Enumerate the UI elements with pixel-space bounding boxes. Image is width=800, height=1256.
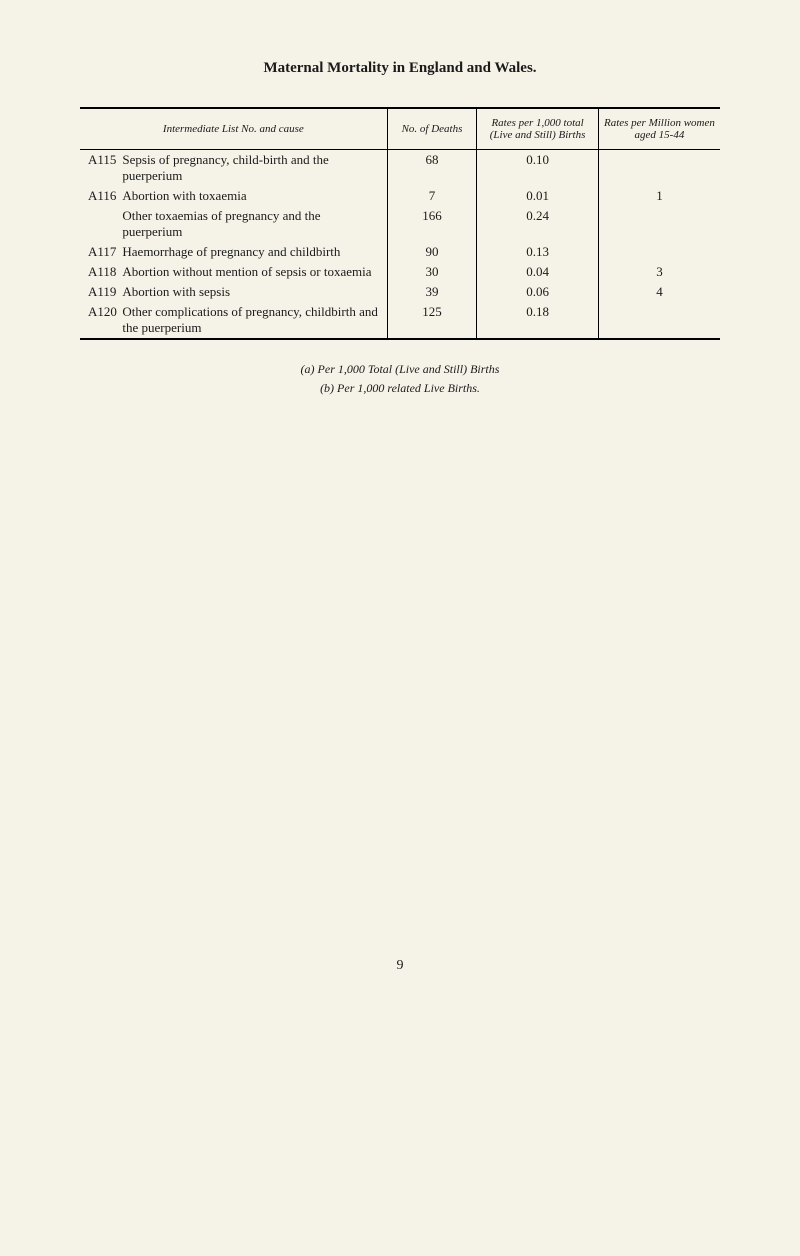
row-code bbox=[80, 206, 118, 242]
row-deaths: 30 bbox=[387, 262, 477, 282]
row-rate-women bbox=[598, 242, 720, 262]
row-cause: Abortion without mention of sepsis or to… bbox=[118, 262, 387, 282]
footnote-b: (b) Per 1,000 related Live Births. bbox=[80, 379, 720, 398]
row-cause: Other complications of pregnancy, childb… bbox=[118, 302, 387, 338]
row-rate-births: 0.13 bbox=[477, 242, 599, 262]
header-row: Intermediate List No. and cause No. of D… bbox=[80, 109, 720, 149]
row-deaths: 7 bbox=[387, 186, 477, 206]
row-cause: Sepsis of pregnancy, child-birth and the… bbox=[118, 150, 387, 186]
row-deaths: 125 bbox=[387, 302, 477, 338]
row-rate-women: 1 bbox=[598, 186, 720, 206]
row-code: A119 bbox=[80, 282, 118, 302]
row-deaths: 68 bbox=[387, 150, 477, 186]
row-rate-women: 3 bbox=[598, 262, 720, 282]
row-code: A117 bbox=[80, 242, 118, 262]
footnote-a: (a) Per 1,000 Total (Live and Still) Bir… bbox=[80, 360, 720, 379]
row-rate-women bbox=[598, 302, 720, 338]
row-rate-births: 0.06 bbox=[477, 282, 599, 302]
row-code: A115 bbox=[80, 150, 118, 186]
table-row: A118Abortion without mention of sepsis o… bbox=[80, 262, 720, 282]
row-code: A118 bbox=[80, 262, 118, 282]
table-row: A115Sepsis of pregnancy, child-birth and… bbox=[80, 150, 720, 186]
bottom-rule bbox=[80, 338, 720, 340]
table-row: Other toxaemias of pregnancy and the pue… bbox=[80, 206, 720, 242]
row-rate-women bbox=[598, 206, 720, 242]
footnotes: (a) Per 1,000 Total (Live and Still) Bir… bbox=[80, 360, 720, 398]
row-rate-women bbox=[598, 150, 720, 186]
row-rate-births: 0.01 bbox=[477, 186, 599, 206]
page-title: Maternal Mortality in England and Wales. bbox=[80, 60, 720, 77]
table-row: A117Haemorrhage of pregnancy and childbi… bbox=[80, 242, 720, 262]
row-code: A120 bbox=[80, 302, 118, 338]
row-cause: Abortion with sepsis bbox=[118, 282, 387, 302]
header-cause: Intermediate List No. and cause bbox=[80, 109, 387, 149]
table-row: A120Other complications of pregnancy, ch… bbox=[80, 302, 720, 338]
row-code: A116 bbox=[80, 186, 118, 206]
row-cause: Abortion with toxaemia bbox=[118, 186, 387, 206]
mortality-table: Intermediate List No. and cause No. of D… bbox=[80, 109, 720, 338]
header-rates-women: Rates per Million women aged 15-44 bbox=[598, 109, 720, 149]
row-cause: Other toxaemias of pregnancy and the pue… bbox=[118, 206, 387, 242]
row-rate-births: 0.24 bbox=[477, 206, 599, 242]
row-deaths: 166 bbox=[387, 206, 477, 242]
page-number: 9 bbox=[80, 958, 720, 974]
header-rates-births: Rates per 1,000 total (Live and Still) B… bbox=[477, 109, 599, 149]
table-row: A116Abortion with toxaemia70.011 bbox=[80, 186, 720, 206]
row-rate-women: 4 bbox=[598, 282, 720, 302]
row-rate-births: 0.04 bbox=[477, 262, 599, 282]
row-deaths: 90 bbox=[387, 242, 477, 262]
header-deaths: No. of Deaths bbox=[387, 109, 477, 149]
row-rate-births: 0.18 bbox=[477, 302, 599, 338]
table-row: A119Abortion with sepsis390.064 bbox=[80, 282, 720, 302]
row-deaths: 39 bbox=[387, 282, 477, 302]
row-rate-births: 0.10 bbox=[477, 150, 599, 186]
row-cause: Haemorrhage of pregnancy and childbirth bbox=[118, 242, 387, 262]
